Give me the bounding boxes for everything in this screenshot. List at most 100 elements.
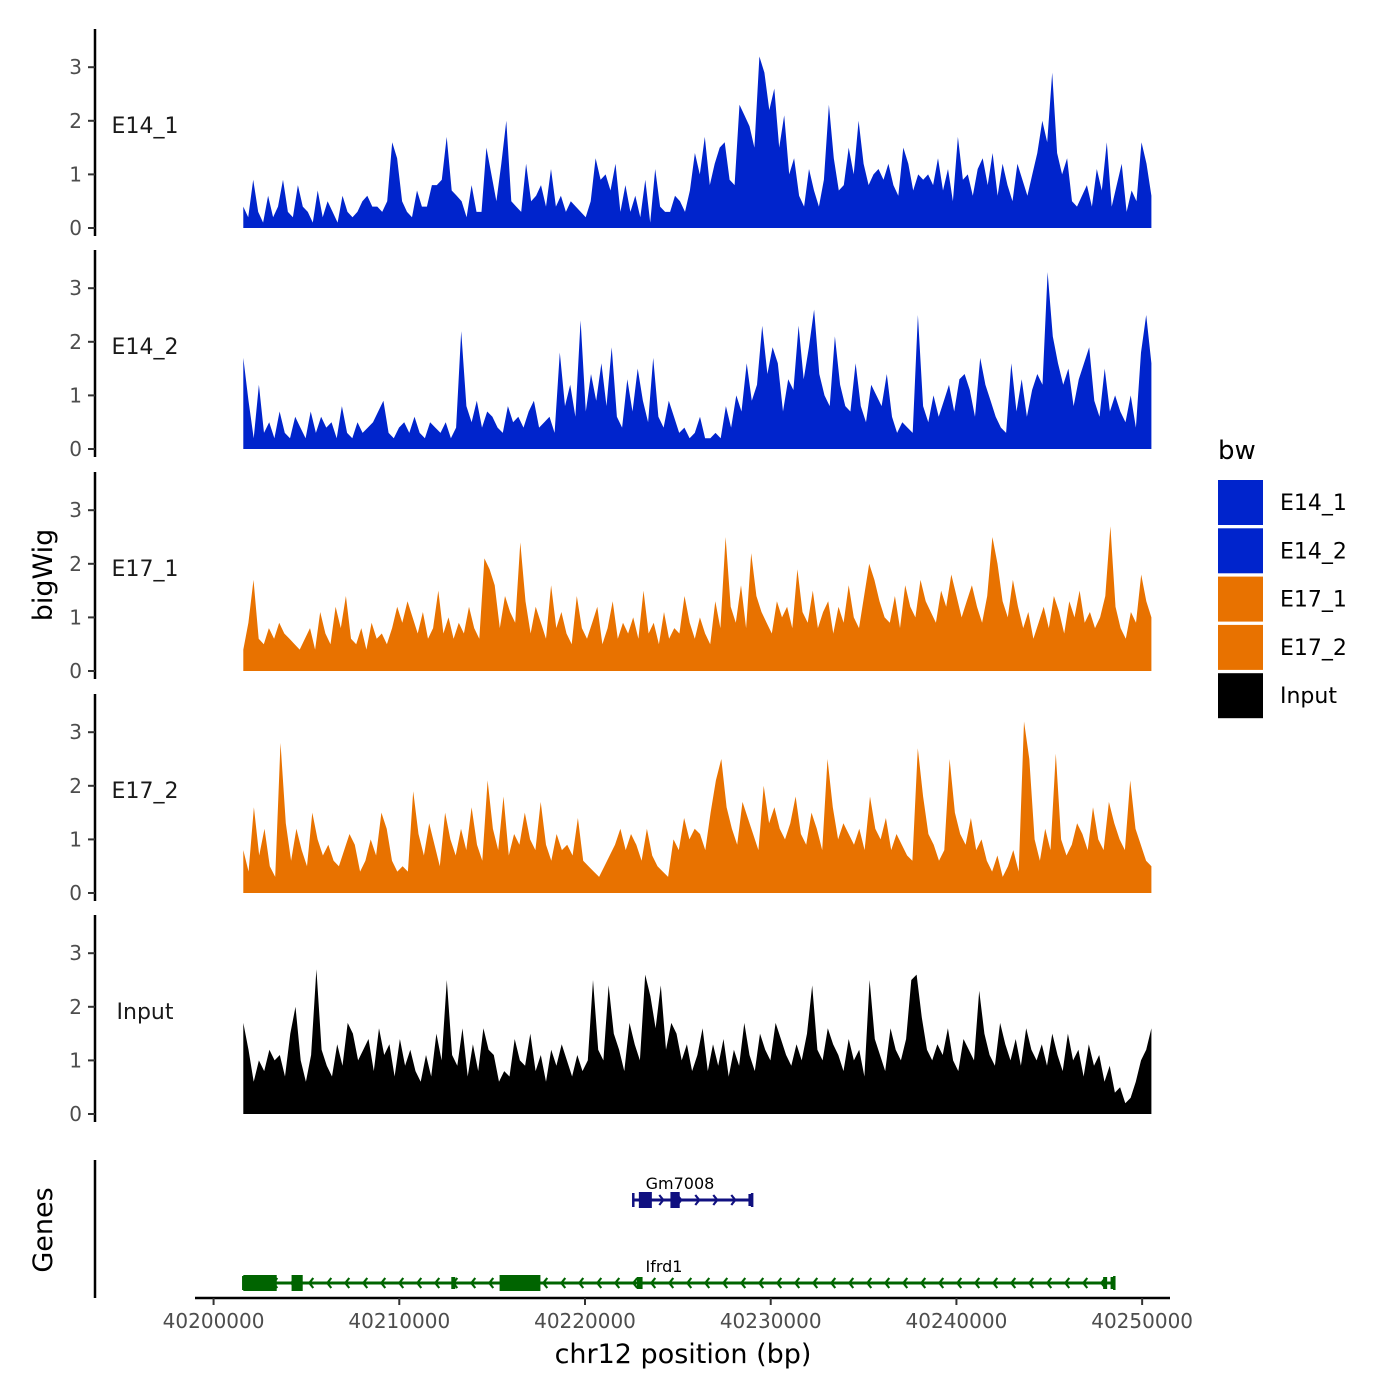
strand-arrow <box>937 1277 945 1289</box>
legend-title: bw <box>1218 436 1256 466</box>
x-tick-label: 40210000 <box>348 1309 450 1333</box>
strand-arrow <box>739 1277 747 1289</box>
exon <box>451 1277 456 1289</box>
strand-arrow <box>649 1277 657 1289</box>
gene-gm7008: Gm7008 <box>632 1174 754 1208</box>
y-tick-label: 0 <box>69 881 82 905</box>
track-label: E14_2 <box>112 335 179 360</box>
y-tick-label: 1 <box>69 383 82 407</box>
strand-arrow <box>1009 1277 1017 1289</box>
strand-arrow <box>541 1277 549 1289</box>
exon <box>670 1192 680 1208</box>
strand-arrow <box>658 1194 665 1206</box>
strand-arrow <box>1063 1277 1071 1289</box>
strand-arrow <box>379 1277 387 1289</box>
strand-arrow <box>721 1277 729 1289</box>
legend-swatch <box>1218 673 1263 719</box>
legend-swatch <box>1218 480 1263 525</box>
strand-arrow <box>685 1277 693 1289</box>
y-tick-label: 3 <box>69 498 82 522</box>
strand-arrow <box>712 1194 719 1206</box>
strand-arrow <box>811 1277 819 1289</box>
track-label: E14_1 <box>112 114 179 139</box>
exon <box>499 1275 541 1291</box>
strand-arrow <box>1027 1277 1035 1289</box>
exon <box>1110 1277 1115 1289</box>
y-tick-label: 0 <box>69 437 82 461</box>
exon <box>638 1192 652 1208</box>
legend-label: E17_1 <box>1280 588 1347 613</box>
track-label: E17_1 <box>112 557 179 582</box>
strand-arrow <box>883 1277 891 1289</box>
strand-arrow <box>829 1277 837 1289</box>
y-tick-label: 2 <box>69 995 82 1019</box>
strand-arrow <box>415 1277 423 1289</box>
signal-area-e17-2 <box>243 721 1152 893</box>
exon <box>291 1275 303 1291</box>
strand-arrow <box>991 1277 999 1289</box>
y-tick-label: 1 <box>69 1048 82 1072</box>
legend-swatch <box>1218 576 1263 622</box>
strand-arrow <box>730 1194 737 1206</box>
strand-arrow <box>325 1277 333 1289</box>
y-tick-label: 3 <box>69 941 82 965</box>
tracks-layer: 0 1 2 3 E14_1 0 1 2 3 E14_2 0 1 2 3 E17_1 0 1 2 3 E17_2 0 1 2 3… <box>69 29 1152 1126</box>
strand-arrow <box>433 1277 441 1289</box>
x-axis: 40200000 40210000 40220000 40230000 40240000… <box>163 1296 1193 1333</box>
y-tick-label: 1 <box>69 162 82 186</box>
gene-ifrd1: Ifrd1 <box>242 1257 1116 1291</box>
strand-arrow <box>307 1277 315 1289</box>
y-tick-label: 3 <box>69 55 82 79</box>
strand-arrow <box>901 1277 909 1289</box>
strand-arrow <box>595 1277 603 1289</box>
y-tick-label: 3 <box>69 276 82 300</box>
legend-label: Input <box>1280 684 1337 709</box>
strand-arrow <box>613 1277 621 1289</box>
exon <box>1103 1277 1108 1289</box>
track-label: E17_2 <box>112 779 179 804</box>
strand-arrow <box>703 1277 711 1289</box>
x-tick-label: 40200000 <box>163 1309 265 1333</box>
x-axis-title: chr12 position (bp) <box>555 1339 812 1370</box>
genes-track-title: Genes <box>28 1187 59 1272</box>
legend-swatch <box>1218 624 1263 670</box>
y-tick-label: 0 <box>69 659 82 683</box>
exon <box>748 1194 753 1206</box>
strand-arrow <box>694 1194 701 1206</box>
legend-item-e17-2: E17_2 <box>1218 624 1347 670</box>
exon <box>243 1275 277 1291</box>
y-tick-label: 2 <box>69 774 82 798</box>
strand-arrow <box>667 1277 675 1289</box>
signal-area-e17-1 <box>243 526 1152 671</box>
strand-arrow <box>397 1277 405 1289</box>
track-label: Input <box>117 1000 174 1025</box>
legend-label: E17_2 <box>1280 636 1347 661</box>
strand-arrow <box>757 1277 765 1289</box>
strand-arrow <box>775 1277 783 1289</box>
strand-arrow <box>487 1277 495 1289</box>
gene-name-label: Gm7008 <box>646 1174 715 1193</box>
track-e17-2: 0 1 2 3 E17_2 <box>69 694 1152 905</box>
strand-arrow <box>1081 1277 1089 1289</box>
strand-arrow <box>847 1277 855 1289</box>
y-tick-label: 2 <box>69 330 82 354</box>
track-e14-1: 0 1 2 3 E14_1 <box>69 29 1152 240</box>
legend-swatch <box>1218 528 1263 574</box>
strand-arrow <box>559 1277 567 1289</box>
y-tick-label: 3 <box>69 720 82 744</box>
x-tick-label: 40220000 <box>534 1309 636 1333</box>
y-tick-label: 1 <box>69 605 82 629</box>
gene-name-label: Ifrd1 <box>646 1257 683 1276</box>
legend-item-input: Input <box>1218 673 1337 719</box>
strand-arrow <box>577 1277 585 1289</box>
track-e14-2: 0 1 2 3 E14_2 <box>69 250 1152 461</box>
strand-arrow <box>793 1277 801 1289</box>
strand-arrow <box>361 1277 369 1289</box>
strand-arrow <box>469 1277 477 1289</box>
legend-item-e17-1: E17_1 <box>1218 576 1347 622</box>
strand-arrow <box>631 1277 639 1289</box>
strand-arrow <box>919 1277 927 1289</box>
exon <box>637 1277 643 1289</box>
